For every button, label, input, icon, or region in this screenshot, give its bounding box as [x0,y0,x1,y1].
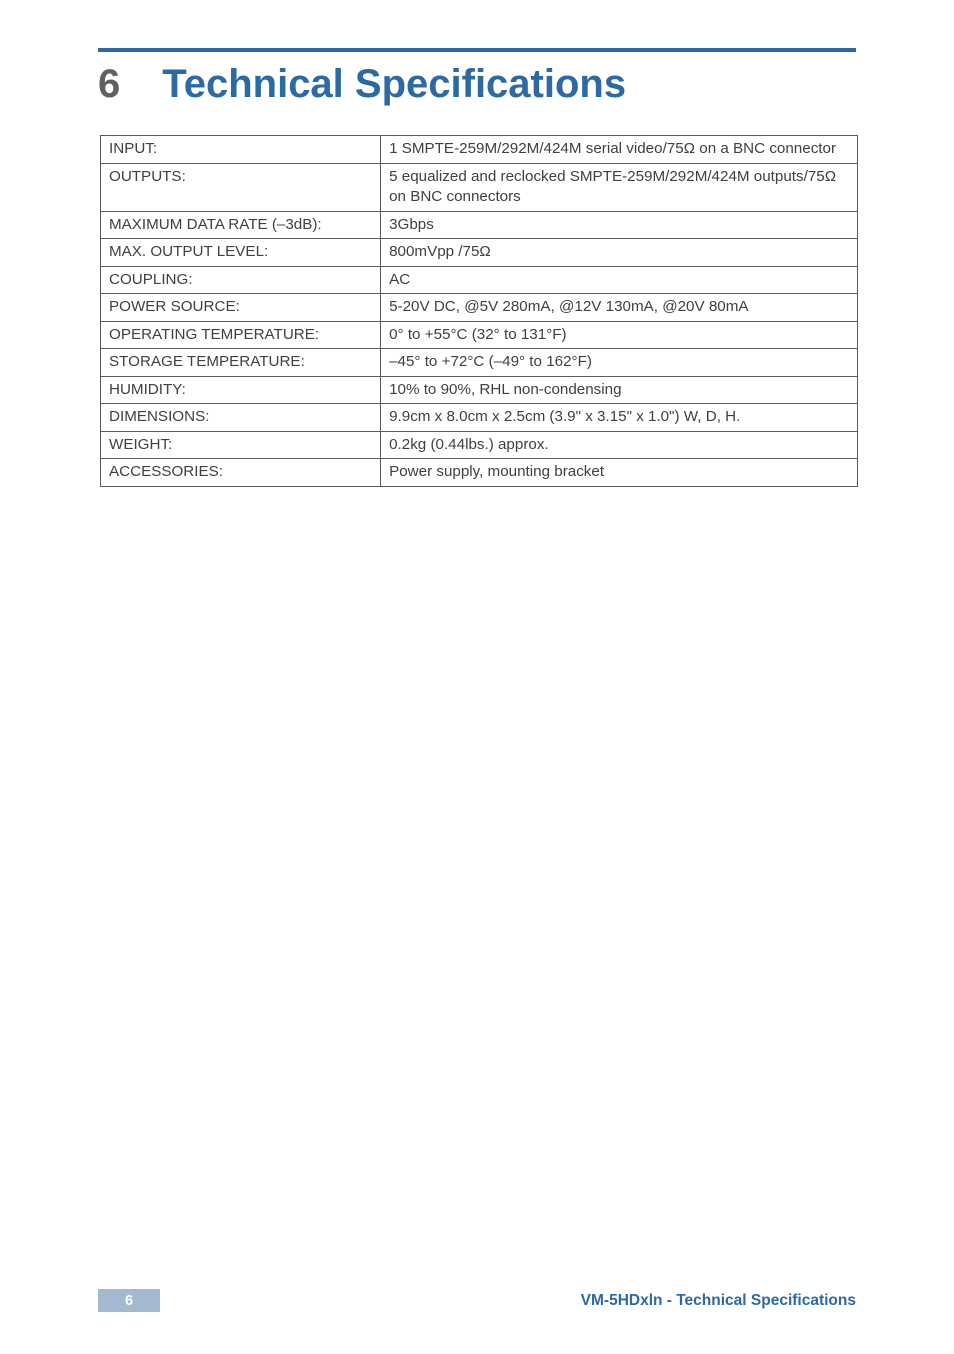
spec-label: MAX. OUTPUT LEVEL: [101,239,381,267]
page-number-box: 6 [98,1289,160,1312]
table-row: INPUT: 1 SMPTE-259M/292M/424M serial vid… [101,136,858,164]
table-row: MAX. OUTPUT LEVEL: 800mVpp /75Ω [101,239,858,267]
spec-value: 1 SMPTE-259M/292M/424M serial video/75Ω … [381,136,858,164]
table-row: COUPLING: AC [101,266,858,294]
table-row: DIMENSIONS: 9.9cm x 8.0cm x 2.5cm (3.9" … [101,404,858,432]
page-footer: 6 VM-5HDxln - Technical Specifications [0,1289,954,1312]
spec-label: ACCESSORIES: [101,459,381,487]
spec-label: DIMENSIONS: [101,404,381,432]
footer-text: VM-5HDxln - Technical Specifications [581,1292,856,1310]
chapter-number: 6 [98,62,120,107]
spec-value: 5-20V DC, @5V 280mA, @12V 130mA, @20V 80… [381,294,858,322]
spec-label: INPUT: [101,136,381,164]
table-row: HUMIDITY: 10% to 90%, RHL non-condensing [101,376,858,404]
chapter-title: Technical Specifications [162,62,626,107]
spec-label: STORAGE TEMPERATURE: [101,349,381,377]
spec-value: 9.9cm x 8.0cm x 2.5cm (3.9" x 3.15" x 1.… [381,404,858,432]
spec-label: OUTPUTS: [101,163,381,211]
spec-value: 3Gbps [381,211,858,239]
spec-value: AC [381,266,858,294]
spec-value: Power supply, mounting bracket [381,459,858,487]
table-row: POWER SOURCE: 5-20V DC, @5V 280mA, @12V … [101,294,858,322]
spec-label: WEIGHT: [101,431,381,459]
spec-value: 5 equalized and reclocked SMPTE-259M/292… [381,163,858,211]
table-row: ACCESSORIES: Power supply, mounting brac… [101,459,858,487]
spec-label: HUMIDITY: [101,376,381,404]
spec-value: 0.2kg (0.44lbs.) approx. [381,431,858,459]
spec-value: 10% to 90%, RHL non-condensing [381,376,858,404]
chapter-heading: 6 Technical Specifications [98,62,856,107]
table-row: WEIGHT: 0.2kg (0.44lbs.) approx. [101,431,858,459]
spec-value: 800mVpp /75Ω [381,239,858,267]
top-rule [98,48,856,52]
spec-value: –45° to +72°C (–49° to 162°F) [381,349,858,377]
spec-label: COUPLING: [101,266,381,294]
spec-label: POWER SOURCE: [101,294,381,322]
spec-label: MAXIMUM DATA RATE (–3dB): [101,211,381,239]
table-row: OPERATING TEMPERATURE: 0° to +55°C (32° … [101,321,858,349]
table-row: STORAGE TEMPERATURE: –45° to +72°C (–49°… [101,349,858,377]
table-row: MAXIMUM DATA RATE (–3dB): 3Gbps [101,211,858,239]
page: 6 Technical Specifications INPUT: 1 SMPT… [0,0,954,1354]
spec-label: OPERATING TEMPERATURE: [101,321,381,349]
specifications-table: INPUT: 1 SMPTE-259M/292M/424M serial vid… [100,135,858,487]
spec-value: 0° to +55°C (32° to 131°F) [381,321,858,349]
table-row: OUTPUTS: 5 equalized and reclocked SMPTE… [101,163,858,211]
